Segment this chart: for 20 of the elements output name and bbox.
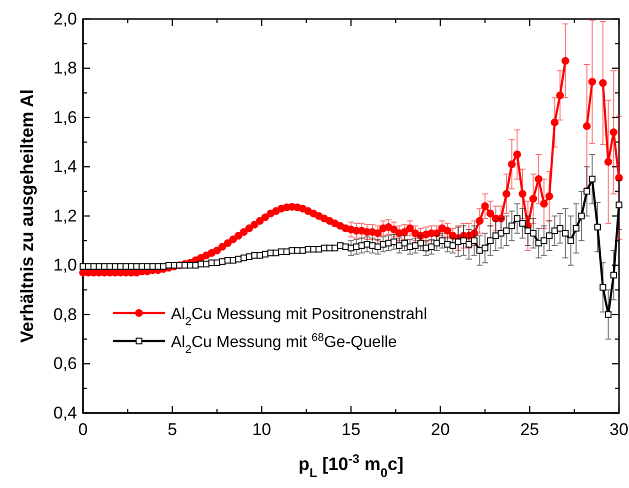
x-tick-label: 20 xyxy=(430,420,450,440)
x-axis-title: p$_{L}$ [10$^{-3}$ m$_{0}$c] xyxy=(298,452,404,480)
y-tick-label: 1,4 xyxy=(53,157,77,176)
y-tick-label: 1,8 xyxy=(53,58,77,78)
legend-label: Al$_{2}$Cu Messung mit Positronenstrahl xyxy=(171,306,428,328)
y-tick-label: 0,4 xyxy=(53,403,77,422)
x-tick-label: 30 xyxy=(610,420,628,440)
x-tick-label: 5 xyxy=(168,420,178,440)
x-tick-label: 25 xyxy=(520,420,540,440)
y-axis-title: Verhältnis zu ausgeheiltem Al xyxy=(17,89,37,343)
y-tick-label: 2,0 xyxy=(53,9,77,28)
y-tick-label: 0,6 xyxy=(53,354,77,374)
legend-label: Al$_{2}$Cu Messung mit $^{68}$Ge-Quelle xyxy=(171,332,397,356)
x-tick-label: 15 xyxy=(342,420,360,440)
x-tick-label: 10 xyxy=(252,420,272,440)
y-tick-label: 1,0 xyxy=(53,256,77,275)
x-tick-label: 0 xyxy=(78,420,88,440)
y-tick-label: 1,6 xyxy=(53,108,77,127)
y-tick-label: 1,2 xyxy=(53,206,77,226)
y-tick-label: 0,8 xyxy=(53,304,77,324)
